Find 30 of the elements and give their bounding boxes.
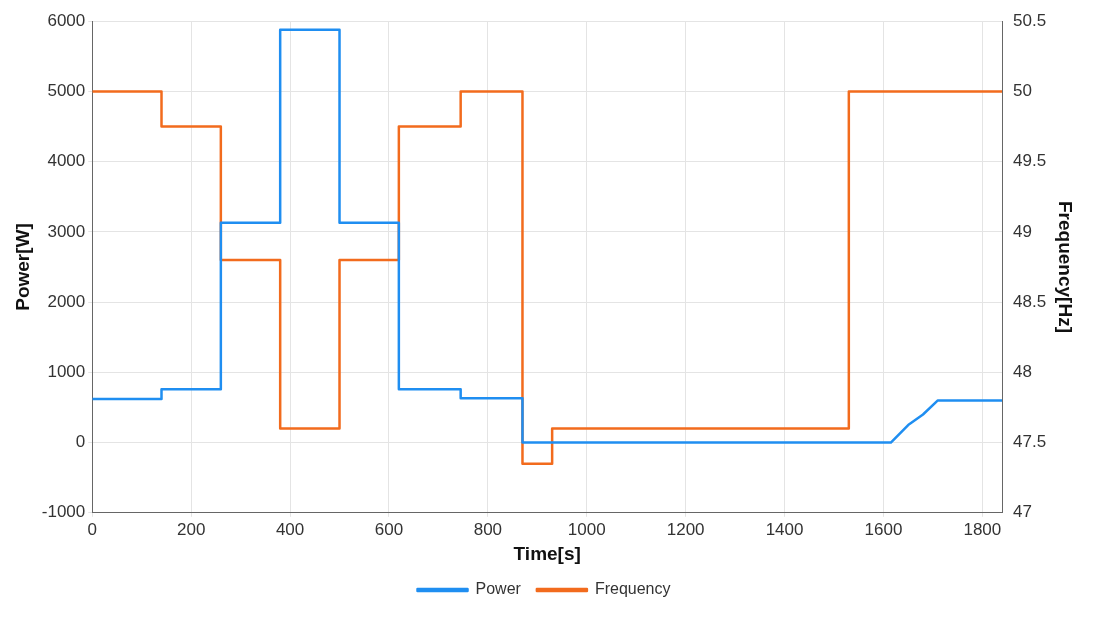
x-tick-label: 800 <box>473 519 503 539</box>
y-axis-title: Power[W] <box>11 223 33 311</box>
y-tick-label: 2000 <box>47 291 86 311</box>
y2-tick-label: 49.5 <box>1013 151 1047 171</box>
x-tick-label: 1400 <box>765 519 804 539</box>
y2-tick-label: 47 <box>1013 502 1033 522</box>
y2-tick-label: 50.5 <box>1013 10 1047 30</box>
legend-label: Frequency <box>594 580 671 598</box>
y2-axis-title: Frequency[Hz] <box>1055 201 1077 333</box>
x-tick-label: 1800 <box>963 519 1002 539</box>
x-tick-label: 1200 <box>666 519 705 539</box>
y-tick-label: 0 <box>75 432 86 452</box>
x-tick-label: 600 <box>374 519 404 539</box>
legend-label: Power <box>475 580 522 598</box>
y-tick-label: 5000 <box>47 81 86 101</box>
x-tick-label: 200 <box>176 519 206 539</box>
y-tick-label: 6000 <box>47 10 86 30</box>
y-tick-label: 4000 <box>47 151 86 171</box>
y2-tick-label: 49 <box>1013 221 1033 241</box>
y-tick-label: -1000 <box>41 502 86 522</box>
y2-tick-label: 48 <box>1013 362 1033 382</box>
x-tick-label: 1000 <box>567 519 606 539</box>
y2-tick-label: 50 <box>1013 81 1033 101</box>
y-tick-label: 3000 <box>47 221 86 241</box>
y2-tick-label: 48.5 <box>1013 291 1047 311</box>
x-axis-title: Time[s] <box>513 542 581 564</box>
x-tick-label: 400 <box>275 519 305 539</box>
x-tick-label: 1600 <box>864 519 903 539</box>
y-tick-label: 1000 <box>47 362 86 382</box>
y2-tick-label: 47.5 <box>1013 432 1047 452</box>
